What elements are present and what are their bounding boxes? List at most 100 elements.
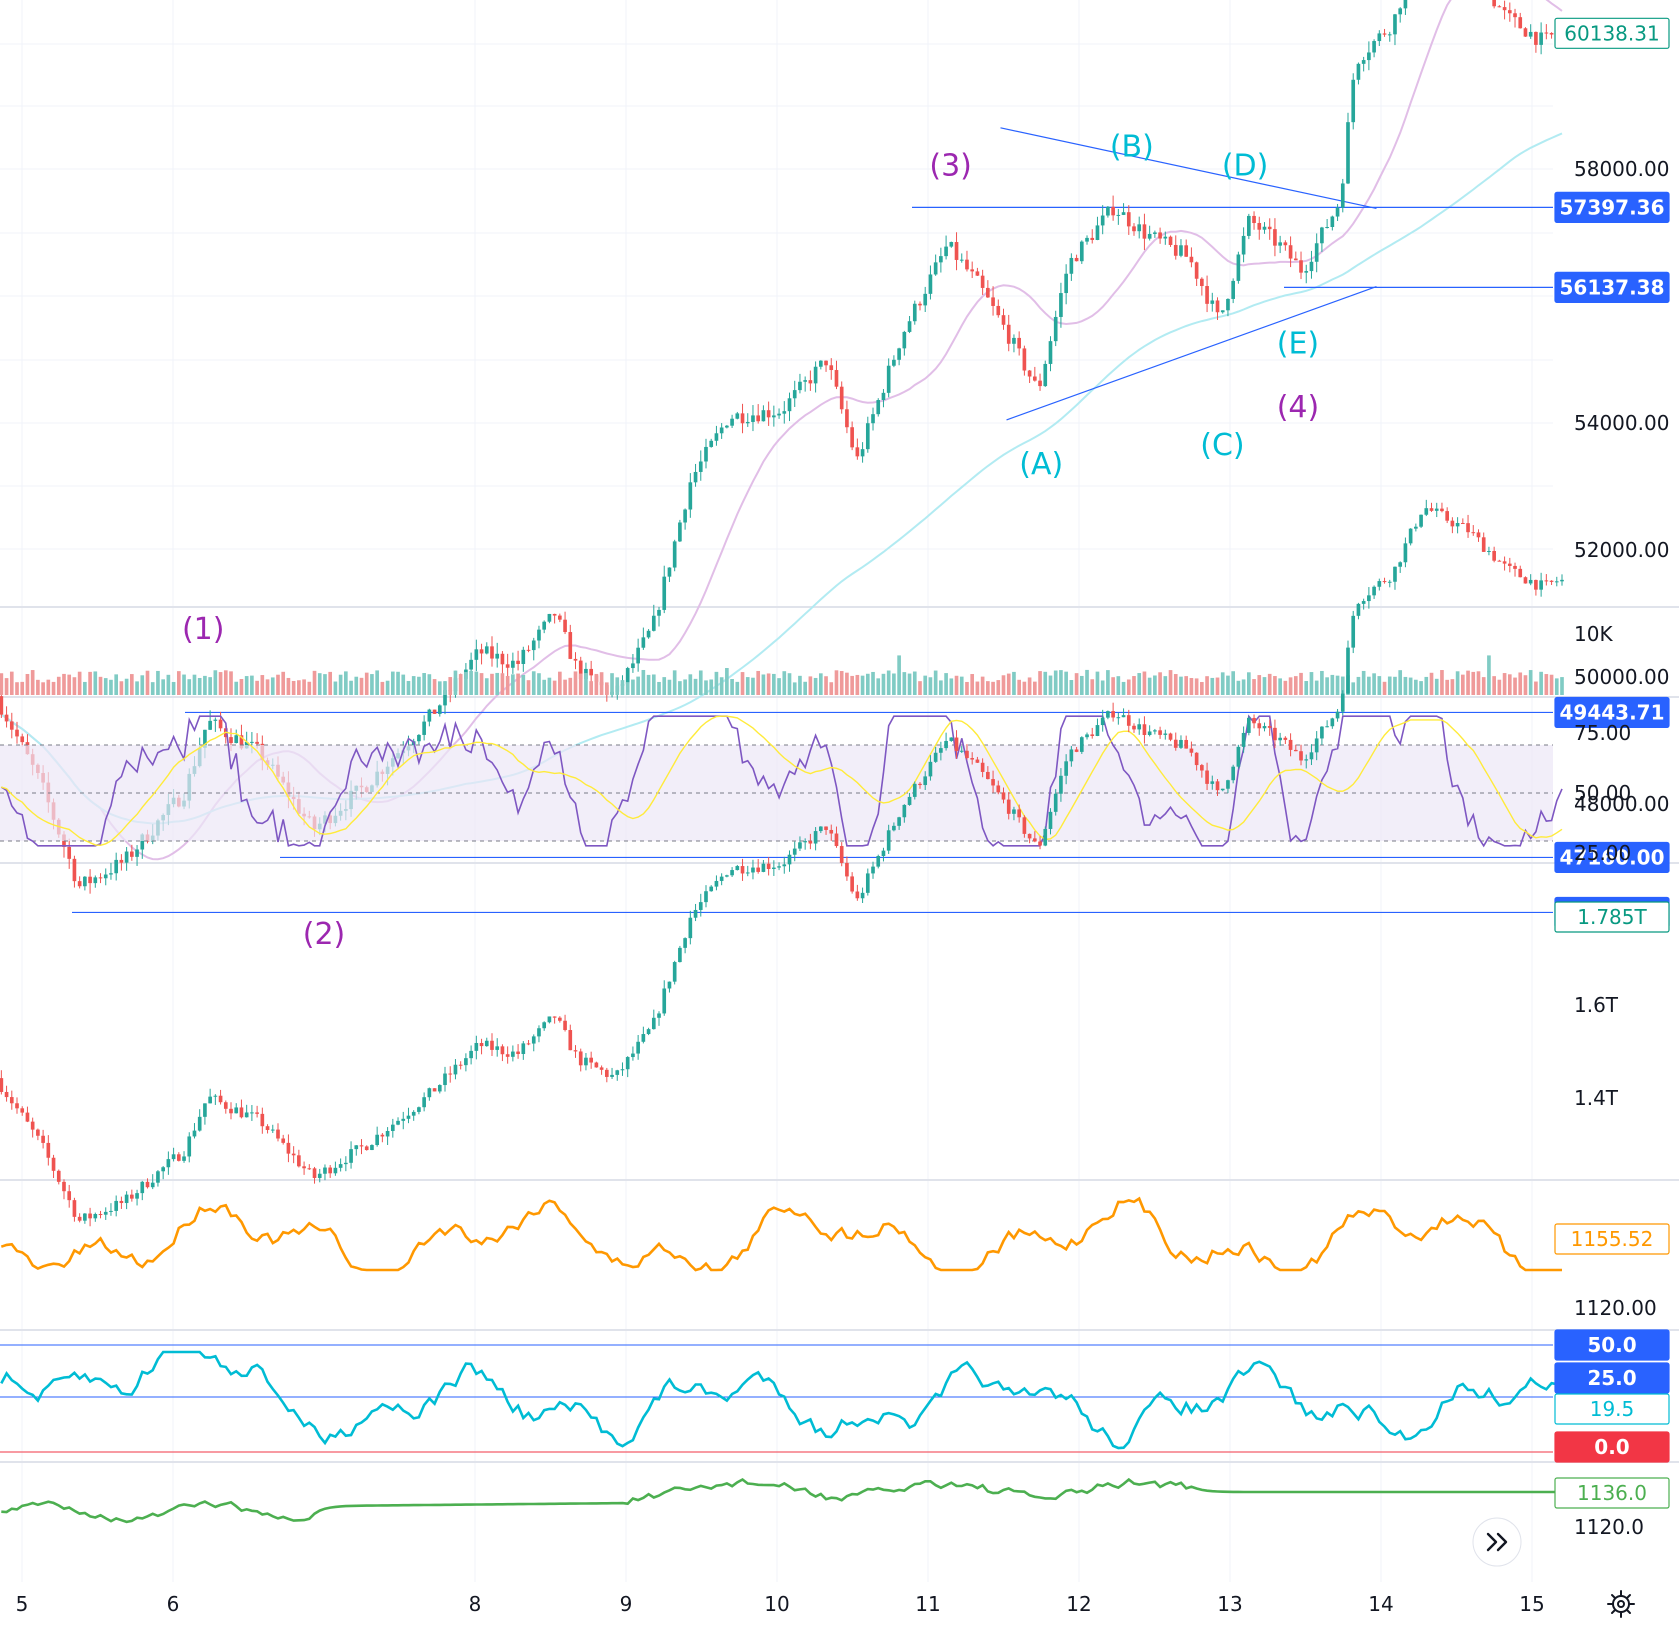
volume-bar — [490, 673, 494, 695]
candle-body — [1179, 245, 1183, 256]
volume-bar — [912, 671, 917, 695]
candle-body — [1189, 256, 1194, 263]
candle-body — [1236, 254, 1241, 281]
axis-price-tag[interactable]: 56137.38 — [1554, 271, 1670, 303]
candle-body — [98, 877, 103, 879]
axis-price-tag[interactable]: 60138.31 — [1554, 17, 1670, 49]
axis-price-tag[interactable]: 1155.52 — [1554, 1223, 1670, 1255]
ind1-body — [1356, 603, 1361, 616]
ind1-body — [41, 1135, 45, 1143]
candle-body — [1085, 237, 1089, 242]
volume-bar — [1335, 675, 1340, 695]
ind1-body — [975, 759, 980, 763]
volume-bar — [578, 673, 583, 695]
axis-price-tag-text: 60138.31 — [1564, 21, 1659, 45]
ind1-body — [933, 752, 938, 762]
axis-price-tag[interactable]: 49443.71 — [1554, 696, 1670, 729]
candle-body — [213, 719, 218, 721]
axis-price-tag[interactable]: 57397.36 — [1554, 191, 1670, 223]
volume-bar — [1382, 681, 1387, 695]
ind1-body — [980, 762, 985, 772]
time-axis[interactable]: 5 6 8 9 10 11 12 13 14 15 — [16, 1592, 1545, 1616]
ind1-body — [1231, 766, 1235, 781]
volume-bar — [1006, 673, 1011, 695]
candle-body — [745, 421, 750, 424]
candle-body — [114, 859, 119, 874]
ind1-body — [338, 1164, 343, 1168]
candle-body — [1513, 13, 1517, 18]
ind1-body — [745, 872, 750, 874]
triangle-lower-line[interactable] — [1006, 286, 1377, 421]
volume-bar — [1116, 676, 1121, 695]
ind1-body — [1001, 792, 1006, 800]
price-axis[interactable]: 58000.00 54000.00 52000.00 50000.00 48000.00… — [1554, 0, 1670, 1539]
axis-price-tag[interactable]: 25.0 — [1554, 1362, 1670, 1394]
volume-bar — [1356, 676, 1361, 695]
candle-body — [777, 413, 781, 416]
volume-bar — [584, 673, 588, 695]
candle-body — [672, 541, 677, 568]
ind1-body — [1032, 838, 1037, 842]
volume-bar — [1153, 675, 1157, 695]
ind1-body — [756, 867, 761, 872]
axis-price-tag-box — [1554, 17, 1670, 49]
volume-bar — [67, 674, 72, 695]
rsi-pane[interactable] — [0, 714, 1563, 848]
volume-bar — [526, 680, 531, 695]
candle-body — [72, 858, 77, 882]
axis-price-tag[interactable]: 19.5 — [1554, 1393, 1670, 1425]
axis-price-tag[interactable]: 47160.00 — [1554, 841, 1670, 874]
axis-price-tag[interactable]: 50.0 — [1554, 1329, 1670, 1361]
axis-price-tag[interactable]: 0.0 — [1554, 1431, 1670, 1463]
axis-price-tag[interactable]: 1.785T — [1554, 901, 1670, 933]
ind1-body — [1440, 508, 1444, 512]
volume-bar — [1210, 677, 1215, 695]
ma-slow-line — [0, 132, 1563, 825]
trend-lines[interactable] — [1000, 127, 1377, 421]
volume-bar — [1085, 669, 1089, 695]
ind1-body — [1461, 522, 1465, 524]
ind1-body — [991, 779, 995, 786]
volume-bar — [651, 674, 656, 695]
candle-body — [829, 365, 834, 371]
axis-price-tag[interactable]: 1136.0 — [1554, 1477, 1670, 1509]
candle-body — [505, 664, 510, 668]
ind1-body — [944, 740, 948, 749]
axis-tick-label: 75.00 — [1574, 721, 1631, 745]
indicator-pane-3[interactable] — [0, 1344, 1563, 1453]
volume-bar — [1163, 676, 1168, 695]
ind1-body — [1434, 508, 1439, 511]
ind1-body — [772, 867, 776, 869]
volume-bar — [1466, 670, 1470, 695]
candle-body — [1194, 262, 1199, 279]
ind1-body — [328, 1167, 333, 1174]
scroll-to-realtime-button[interactable] — [1472, 1517, 1522, 1567]
volume-bar — [349, 680, 353, 695]
ind1-body — [1106, 711, 1110, 718]
volume-pane[interactable] — [0, 655, 1564, 695]
ind1-body — [317, 1173, 322, 1178]
candle-body — [1393, 14, 1397, 35]
candle-body — [787, 398, 792, 412]
axis-price-tag-text: 1.785T — [1577, 905, 1647, 929]
triangle-upper-line[interactable] — [1000, 127, 1377, 210]
volume-bar — [777, 678, 781, 695]
ind1-body — [1200, 765, 1204, 771]
candle-body — [1205, 286, 1209, 304]
volume-bar — [182, 674, 186, 695]
volume-bar — [813, 677, 818, 695]
indicator-pane-4[interactable] — [1, 1477, 1562, 1524]
ind1-body — [1059, 775, 1063, 794]
candle-body — [1032, 376, 1037, 381]
settings-button[interactable] — [1607, 1590, 1635, 1618]
volume-bar — [735, 681, 740, 695]
indicator-pane-2[interactable] — [0, 1196, 1562, 1272]
ind1-body — [187, 1136, 192, 1157]
time-axis-tick-label: 12 — [1066, 1592, 1091, 1616]
horizontal-levels[interactable] — [72, 0, 1553, 914]
ind1-body — [751, 867, 755, 873]
time-axis-tick-label: 14 — [1368, 1592, 1393, 1616]
indicator-pane-1[interactable] — [0, 499, 1564, 1227]
ind1-body — [484, 1040, 489, 1047]
